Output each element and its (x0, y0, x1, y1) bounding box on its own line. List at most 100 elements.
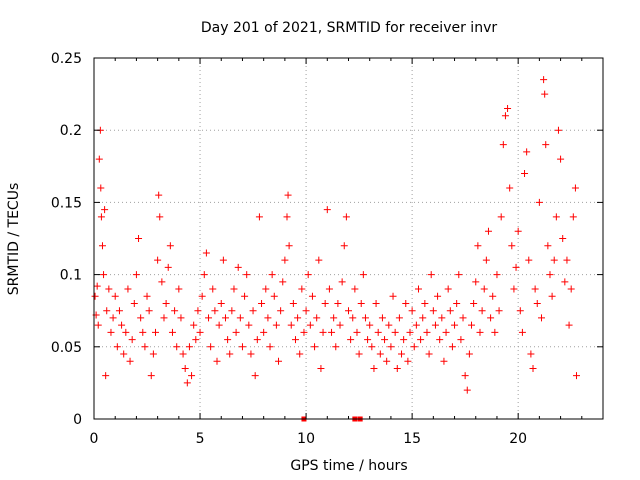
data-point (391, 328, 399, 336)
data-point (306, 321, 314, 329)
data-point (389, 292, 397, 300)
x-tick-label: 0 (90, 431, 99, 447)
data-point (438, 314, 446, 322)
data-point (124, 285, 132, 293)
data-point (453, 299, 461, 307)
data-point (200, 271, 208, 279)
data-point (383, 357, 391, 365)
data-point (294, 314, 302, 322)
data-point (211, 307, 219, 315)
data-point (374, 328, 382, 336)
data-point (209, 285, 217, 293)
data-point (368, 343, 376, 351)
data-point (523, 148, 531, 156)
data-point (97, 213, 105, 221)
data-point (457, 336, 465, 344)
data-point (514, 227, 522, 235)
data-point (448, 343, 456, 351)
data-point (149, 350, 157, 358)
data-point (557, 155, 565, 163)
data-point (569, 213, 577, 221)
data-point (241, 292, 249, 300)
data-point (571, 184, 579, 192)
data-point (395, 314, 403, 322)
data-point (135, 235, 143, 242)
data-point (398, 350, 406, 358)
data-point (120, 350, 128, 358)
data-point (95, 155, 103, 163)
data-point (414, 285, 422, 293)
data-point (105, 285, 113, 293)
data-point (387, 343, 395, 351)
data-point (353, 328, 361, 336)
data-point (406, 328, 414, 336)
data-point (128, 336, 136, 344)
data-point (291, 336, 299, 344)
chart-title: Day 201 of 2021, SRMTID for receiver inv… (201, 20, 497, 36)
data-point (541, 90, 549, 98)
data-point (567, 285, 575, 293)
data-point (493, 271, 501, 279)
data-point (253, 336, 261, 344)
data-point (372, 299, 380, 307)
data-point (472, 278, 480, 286)
data-point (323, 206, 331, 214)
data-point (311, 343, 319, 351)
y-axis-title: SRMTID / TECUs (6, 183, 22, 296)
data-point (357, 299, 365, 307)
data-point (300, 328, 308, 336)
data-point (410, 343, 418, 351)
y-tick-label: 0.05 (51, 340, 82, 356)
data-point (137, 314, 145, 322)
data-point (355, 350, 363, 358)
data-point (238, 343, 246, 351)
data-point (482, 256, 490, 264)
data-point (531, 285, 539, 293)
data-point (537, 314, 545, 322)
data-point (181, 364, 189, 372)
data-point (100, 271, 108, 279)
data-point (147, 372, 155, 380)
data-point (480, 285, 488, 293)
data-point (451, 321, 459, 329)
data-point (336, 321, 344, 329)
data-point (156, 213, 164, 221)
data-point (101, 206, 109, 214)
data-point (313, 314, 321, 322)
data-point (561, 278, 569, 286)
data-point (559, 235, 567, 242)
data-point (192, 336, 200, 344)
data-point (489, 292, 497, 300)
data-point (94, 321, 102, 329)
data-point (444, 285, 452, 293)
data-point (508, 242, 516, 250)
data-point (463, 386, 471, 394)
data-point (436, 336, 444, 344)
data-point (550, 256, 558, 264)
data-point (232, 328, 240, 336)
data-point (484, 227, 492, 235)
data-point (442, 328, 450, 336)
data-point (251, 372, 259, 380)
data-point (495, 307, 503, 315)
data-point (319, 328, 327, 336)
data-point (478, 307, 486, 315)
data-point (166, 242, 174, 250)
data-point (143, 292, 151, 300)
data-point (487, 314, 495, 322)
data-point (158, 278, 166, 286)
data-point (400, 336, 408, 344)
data-point (215, 321, 223, 329)
data-point (183, 379, 191, 387)
data-point (91, 292, 99, 300)
data-point (347, 336, 355, 344)
data-point (412, 321, 420, 329)
data-point (402, 299, 410, 307)
data-point (302, 307, 310, 315)
x-axis-title: GPS time / hours (290, 458, 407, 474)
data-point (243, 271, 251, 279)
data-point (334, 299, 342, 307)
data-point (351, 285, 359, 293)
data-point (332, 343, 340, 351)
